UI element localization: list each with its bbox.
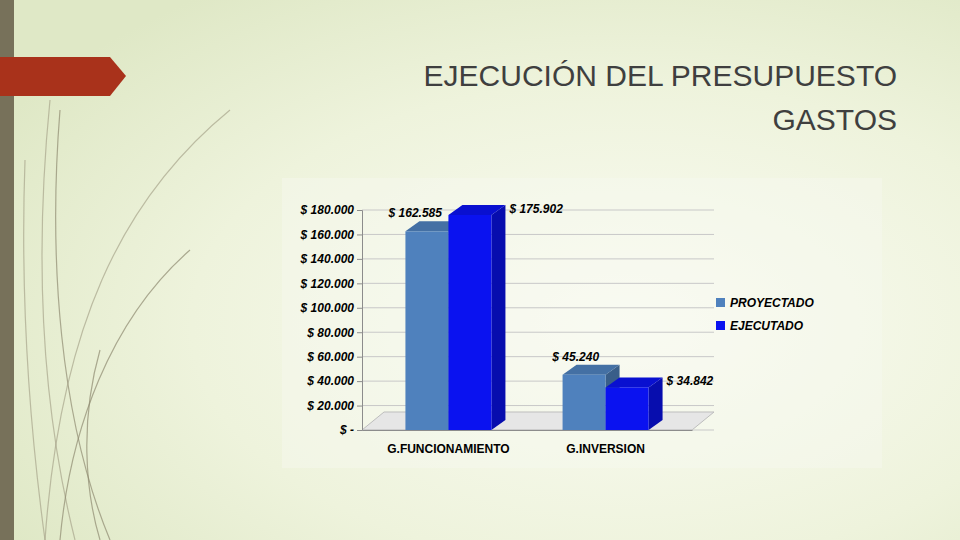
y-tick: $ - xyxy=(339,423,362,437)
y-tick-mark xyxy=(357,234,362,235)
y-tick-mark xyxy=(357,332,362,333)
decor-curve xyxy=(56,110,110,540)
x-axis-line xyxy=(363,430,693,431)
decor-curve xyxy=(87,350,100,540)
y-tick: $ 100.000 xyxy=(300,301,362,315)
x-axis: G.FUNCIONAMIENTO G.INVERSION xyxy=(363,430,693,456)
decor-curve xyxy=(60,250,190,540)
bar-side-face xyxy=(491,205,505,430)
title-arrow xyxy=(0,57,126,96)
bar xyxy=(606,387,649,430)
x-tick: G.INVERSION xyxy=(566,430,645,456)
y-tick-mark xyxy=(357,357,362,358)
title: EJECUCIÓN DEL PRESUPUESTO GASTOS xyxy=(424,59,897,136)
y-tick: $ 180.000 xyxy=(300,203,362,217)
y-tick-mark xyxy=(357,430,362,431)
bar-top-face xyxy=(448,205,505,215)
y-tick: $ 40.000 xyxy=(306,374,362,388)
y-tick-label: $ 140.000 xyxy=(300,252,355,266)
x-tick: G.FUNCIONAMIENTO xyxy=(387,430,509,456)
y-tick-mark xyxy=(357,210,362,211)
x-tick-label: G.INVERSION xyxy=(566,442,645,456)
bar xyxy=(448,215,491,430)
legend-label: PROYECTADO xyxy=(730,296,814,310)
data-labels: $ 162.585 $ 45.240 $ 175.902 $ 34.842 xyxy=(388,202,714,388)
data-label: $ 162.585 xyxy=(388,206,443,220)
y-tick-label: $ 100.000 xyxy=(300,301,355,315)
y-axis: $ - $ 20.000 $ 40.000 $ 60.000 $ 80.000 $ 100… xyxy=(300,203,363,437)
y-axis-line xyxy=(357,211,363,431)
data-label: $ 175.902 xyxy=(508,202,563,216)
bar xyxy=(563,375,606,430)
y-tick: $ 80.000 xyxy=(306,326,362,340)
y-tick-mark xyxy=(357,381,362,382)
legend-swatch xyxy=(716,321,725,330)
y-tick-label: $ 60.000 xyxy=(306,350,354,364)
legend-item: EJECUTADO xyxy=(716,319,804,333)
legend-swatch xyxy=(716,298,725,307)
y-tick-mark xyxy=(357,406,362,407)
y-tick-mark xyxy=(357,283,362,284)
title-line: GASTOS xyxy=(773,103,897,136)
y-tick-mark xyxy=(357,259,362,260)
y-tick: $ 140.000 xyxy=(300,252,362,266)
chart-area xyxy=(282,178,882,468)
y-tick-label: $ 40.000 xyxy=(306,374,354,388)
y-tick-label: $ 180.000 xyxy=(300,203,355,217)
y-tick: $ 20.000 xyxy=(306,399,362,413)
decoration xyxy=(24,100,230,540)
y-tick-mark xyxy=(357,308,362,309)
y-tick-label: $ 80.000 xyxy=(306,326,354,340)
background xyxy=(0,0,960,540)
decor-curve xyxy=(45,110,230,540)
y-tick-label: $ - xyxy=(339,423,354,437)
x-tick-label: G.FUNCIONAMIENTO xyxy=(387,442,509,456)
data-label: $ 34.842 xyxy=(666,374,714,388)
decor-curve xyxy=(24,160,45,540)
y-tick-label: $ 120.000 xyxy=(300,277,355,291)
bar xyxy=(405,231,448,430)
bar-top-face xyxy=(563,365,620,375)
bar-top-face xyxy=(606,377,663,387)
y-tick: $ 60.000 xyxy=(306,350,362,364)
legend-label: EJECUTADO xyxy=(730,319,804,333)
data-label: $ 45.240 xyxy=(551,350,599,364)
title-line: EJECUCIÓN DEL PRESUPUESTO xyxy=(424,59,897,92)
y-tick: $ 120.000 xyxy=(300,277,362,291)
y-tick: $ 160.000 xyxy=(300,228,362,242)
y-tick-label: $ 160.000 xyxy=(300,228,355,242)
slide: EJECUCIÓN DEL PRESUPUESTO GASTOS $ - $ 20.0… xyxy=(0,0,960,540)
y-tick-label: $ 20.000 xyxy=(306,399,354,413)
grid xyxy=(362,210,714,430)
bars xyxy=(405,205,662,430)
legend-item: PROYECTADO xyxy=(716,296,814,310)
legend: PROYECTADO EJECUTADO xyxy=(716,296,814,333)
